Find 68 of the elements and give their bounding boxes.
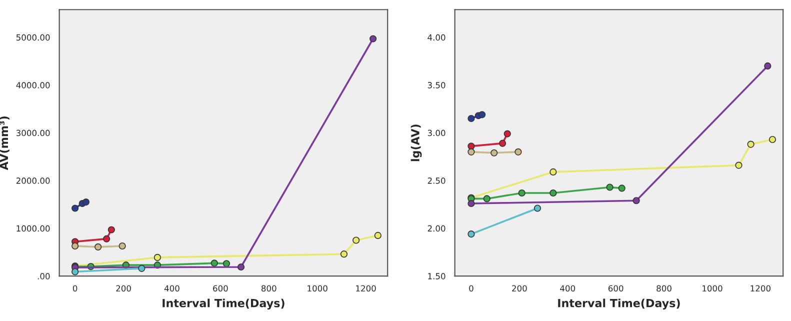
x-tick-label: 400: [560, 285, 576, 292]
x-tick-label: 800: [261, 285, 276, 292]
point: [518, 189, 526, 197]
y-tick-label: 2000.00: [16, 178, 50, 184]
x-tick-label: 1000: [702, 285, 722, 292]
point: [534, 204, 542, 212]
x-axis-title: Interval Time(Days): [162, 298, 284, 310]
y-tick-label: 2.50: [428, 178, 446, 184]
point: [735, 162, 742, 169]
point: [103, 235, 110, 242]
y-tick-label: 1000.00: [16, 225, 50, 232]
x-tick-label: 1200: [750, 285, 770, 292]
point: [747, 140, 754, 148]
y-tick-label: 1.50: [428, 273, 446, 280]
point: [138, 264, 146, 272]
point: [768, 136, 776, 144]
x-tick-label: 800: [656, 285, 672, 292]
y-axis-title: AV(mm³): [0, 116, 10, 170]
point: [468, 230, 475, 238]
point: [504, 130, 511, 138]
point: [370, 35, 377, 42]
x-tick-label: 0: [72, 285, 78, 292]
point: [210, 260, 218, 267]
point: [499, 140, 506, 147]
point: [550, 189, 557, 197]
x-tick-label: 200: [116, 285, 131, 292]
x-tick-label: 600: [213, 285, 228, 292]
point: [550, 168, 557, 176]
point: [108, 226, 115, 234]
y-tick-label: 4.00: [428, 34, 446, 41]
point: [514, 148, 522, 156]
y-tick-label: 2.00: [428, 225, 446, 232]
point: [374, 232, 382, 240]
point: [468, 114, 475, 122]
y-tick-label: .00: [38, 273, 50, 280]
point: [72, 204, 79, 212]
point: [237, 263, 245, 271]
x-tick-label: 600: [608, 285, 624, 292]
point: [340, 250, 348, 258]
y-tick-label: 3.50: [428, 82, 446, 88]
x-tick-label: 1000: [308, 285, 328, 292]
point: [468, 142, 475, 150]
point: [618, 184, 626, 192]
y-tick-label: 3000.00: [16, 130, 50, 136]
point: [764, 62, 772, 70]
x-tick-label: 0: [469, 285, 474, 292]
x-tick-label: 200: [512, 285, 527, 292]
point: [94, 243, 102, 250]
point: [82, 198, 90, 206]
point: [468, 148, 475, 156]
x-tick-label: 400: [164, 285, 180, 292]
point: [478, 111, 486, 118]
y-tick-label: 4000.00: [16, 82, 50, 88]
x-tick-label: 1200: [356, 285, 376, 292]
point: [352, 236, 360, 244]
point: [632, 197, 640, 204]
point: [483, 195, 490, 202]
point: [154, 254, 161, 261]
point: [118, 242, 126, 250]
y-axis-title: lg(AV): [410, 124, 422, 162]
y-tick-label: 3.00: [428, 130, 446, 136]
point: [468, 200, 475, 208]
point: [72, 242, 79, 250]
point: [72, 268, 79, 276]
y-tick-label: 5000.00: [16, 34, 50, 41]
point: [606, 184, 614, 191]
point: [490, 149, 498, 156]
x-axis-title: Interval Time(Days): [558, 298, 680, 310]
